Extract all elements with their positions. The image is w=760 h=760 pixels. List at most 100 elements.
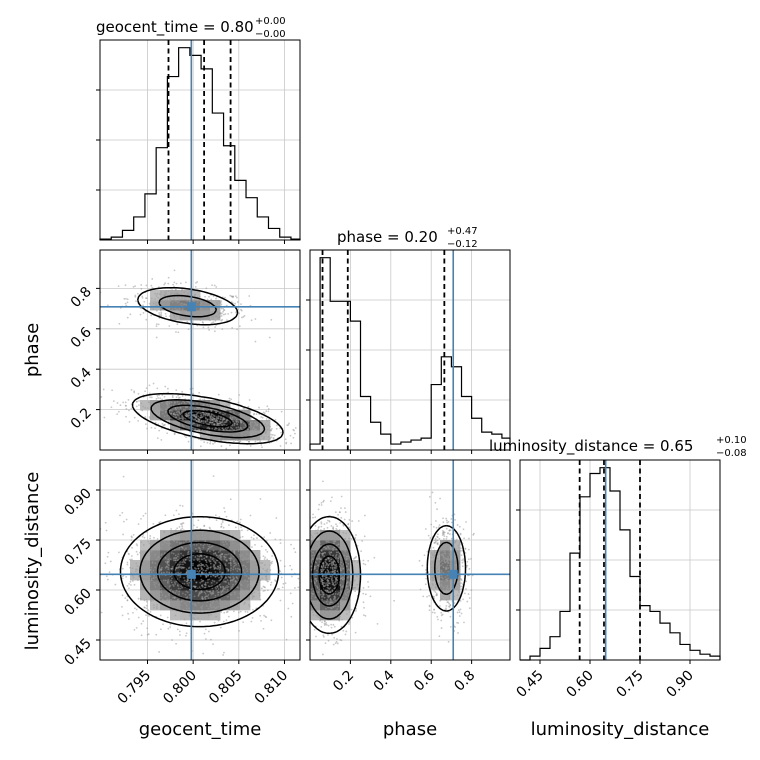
sample-point xyxy=(296,536,298,538)
density-cell xyxy=(140,580,151,591)
sample-point xyxy=(163,283,166,286)
sample-point xyxy=(173,557,175,560)
sample-point xyxy=(254,421,256,424)
sample-point xyxy=(185,597,188,599)
sample-point xyxy=(330,562,333,565)
sample-point xyxy=(142,533,145,536)
sample-point xyxy=(199,414,202,417)
sample-point xyxy=(160,313,162,316)
sample-point xyxy=(174,554,177,557)
sample-point xyxy=(337,513,339,516)
density-cell xyxy=(330,610,341,621)
density-cell xyxy=(170,580,181,591)
sample-point xyxy=(327,539,330,542)
sample-point xyxy=(315,614,318,617)
sample-point xyxy=(250,586,253,588)
sample-point xyxy=(332,554,335,557)
sample-point xyxy=(438,537,441,540)
sample-point xyxy=(148,392,151,395)
sample-point xyxy=(298,603,300,605)
sample-point xyxy=(446,586,449,589)
sample-point xyxy=(224,313,227,315)
sample-point xyxy=(219,530,222,532)
sample-point xyxy=(340,561,343,564)
sample-point xyxy=(459,532,462,535)
sample-point xyxy=(212,475,215,478)
sample-point xyxy=(229,498,232,501)
sample-point xyxy=(329,500,332,503)
sample-point xyxy=(206,565,209,568)
sample-point xyxy=(248,597,251,600)
sample-point xyxy=(264,432,267,435)
title-geocent-time-minus: −0.00 xyxy=(255,29,286,40)
sample-point xyxy=(125,575,128,578)
sample-point xyxy=(215,587,217,590)
sample-point xyxy=(263,564,266,566)
sample-point xyxy=(348,569,351,572)
sample-point xyxy=(329,566,332,569)
sample-point xyxy=(455,588,458,591)
sample-point xyxy=(436,565,439,568)
sample-point xyxy=(107,551,110,554)
sample-point xyxy=(173,285,175,288)
sample-point xyxy=(167,282,170,285)
density-cell xyxy=(190,530,201,541)
sample-point xyxy=(322,561,325,564)
density-cell xyxy=(240,590,251,601)
contour-line xyxy=(310,530,459,620)
sample-point xyxy=(229,579,232,582)
density-cell xyxy=(340,590,351,601)
sample-point xyxy=(428,609,431,612)
sample-point xyxy=(443,589,446,592)
sample-point xyxy=(171,567,174,570)
sample-point xyxy=(236,428,239,431)
sample-point xyxy=(259,498,262,500)
sample-point xyxy=(180,528,182,531)
sample-point xyxy=(128,587,130,590)
sample-point xyxy=(194,610,197,613)
sample-point xyxy=(317,508,320,511)
sample-point xyxy=(186,320,189,323)
sample-point xyxy=(294,540,296,542)
sample-point xyxy=(143,582,146,584)
sample-point xyxy=(202,326,205,329)
sample-point xyxy=(173,549,176,551)
sample-point xyxy=(196,301,199,304)
sample-point xyxy=(194,531,196,534)
sample-point xyxy=(310,569,313,572)
sample-point xyxy=(175,282,178,285)
truth-marker xyxy=(186,302,196,312)
sample-point xyxy=(326,566,329,569)
sample-point xyxy=(211,311,214,313)
sample-point xyxy=(172,514,175,517)
sample-point xyxy=(269,569,272,571)
sample-point xyxy=(256,423,259,426)
sample-point xyxy=(332,540,335,543)
sample-point xyxy=(276,424,278,427)
sample-point xyxy=(293,429,295,432)
density-cell xyxy=(430,580,441,591)
density-cell xyxy=(330,590,341,601)
density-cell xyxy=(190,310,201,321)
sample-point xyxy=(207,326,210,329)
sample-point xyxy=(458,525,461,528)
sample-point xyxy=(224,563,227,565)
sample-point xyxy=(261,577,264,580)
sample-point xyxy=(440,627,443,629)
sample-point xyxy=(147,576,150,579)
sample-point xyxy=(437,560,439,563)
sample-point xyxy=(428,495,431,498)
sample-point xyxy=(284,438,287,441)
sample-point xyxy=(332,623,335,626)
sample-point xyxy=(445,519,448,522)
sample-point xyxy=(424,583,427,586)
sample-point xyxy=(324,614,327,617)
sample-point xyxy=(171,566,174,568)
sample-point xyxy=(121,605,123,608)
sample-point xyxy=(205,563,208,566)
sample-point xyxy=(128,553,130,556)
sample-point xyxy=(247,450,249,452)
sample-point xyxy=(250,581,252,584)
density-cell xyxy=(160,590,171,601)
sample-point xyxy=(333,595,336,598)
